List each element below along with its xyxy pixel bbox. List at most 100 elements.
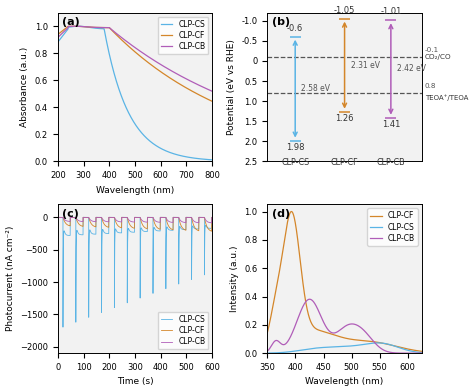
CLP-CB [63, 218, 69, 223]
Text: (b): (b) [272, 17, 290, 27]
Y-axis label: Potential (eV vs RHE): Potential (eV vs RHE) [227, 39, 236, 135]
CLP-CF [398, 345, 403, 350]
CLP-CB [264, 349, 270, 354]
Text: CLP-CF: CLP-CF [331, 158, 358, 167]
CLP-CF [363, 339, 369, 343]
Y-axis label: Absorbance (a.u.): Absorbance (a.u.) [20, 47, 29, 127]
CLP-CF [95, 215, 100, 220]
Legend: CLP-CF, CLP-CS, CLP-CB: CLP-CF, CLP-CS, CLP-CB [367, 208, 418, 246]
CLP-CF [355, 338, 360, 342]
CLP-CB [355, 323, 360, 328]
Y-axis label: Photocurrent (nA cm⁻²): Photocurrent (nA cm⁻²) [6, 226, 15, 332]
CLP-CS [363, 342, 369, 347]
CLP-CF [210, 215, 215, 220]
CLP-CF [419, 349, 425, 354]
CLP-CS [419, 350, 425, 355]
CLP-CF [63, 221, 69, 226]
CLP-CB [307, 297, 312, 301]
CLP-CF [122, 40, 128, 45]
CLP-CS [122, 102, 128, 107]
CLP-CS [75, 24, 81, 29]
CLP-CS [95, 215, 100, 220]
CLP-CS [60, 325, 66, 330]
CLP-CS [136, 215, 142, 220]
CLP-CB [136, 48, 142, 53]
CLP-CS [264, 351, 270, 356]
CLP-CB [149, 215, 155, 220]
Line: CLP-CF: CLP-CF [58, 218, 212, 231]
CLP-CF [78, 223, 83, 228]
CLP-CB [210, 89, 215, 94]
Line: CLP-CB: CLP-CB [58, 218, 212, 223]
Text: -0.1: -0.1 [425, 47, 439, 53]
Line: CLP-CS: CLP-CS [58, 218, 212, 327]
Y-axis label: Intensity (a.u.): Intensity (a.u.) [230, 245, 239, 312]
CLP-CS [81, 24, 87, 29]
CLP-CF [71, 24, 76, 29]
CLP-CS [63, 232, 69, 237]
CLP-CF [358, 338, 364, 343]
Line: CLP-CS: CLP-CS [267, 343, 422, 353]
CLP-CB [363, 330, 369, 335]
Text: TEOA⁺/TEOA: TEOA⁺/TEOA [425, 94, 468, 101]
CLP-CB [75, 24, 81, 29]
X-axis label: Wavelength (nm): Wavelength (nm) [305, 377, 383, 387]
Text: 2.31 eV: 2.31 eV [351, 61, 380, 70]
CLP-CB [210, 215, 215, 220]
Line: CLP-CB: CLP-CB [58, 26, 212, 91]
Text: 1.41: 1.41 [382, 120, 400, 129]
CLP-CB [107, 26, 113, 31]
CLP-CF [274, 283, 280, 287]
CLP-CS [210, 215, 215, 220]
CLP-CF [264, 330, 270, 335]
CLP-CS [398, 346, 403, 350]
CLP-CS [274, 350, 280, 355]
Text: (d): (d) [272, 209, 290, 219]
CLP-CB [358, 326, 364, 330]
CLP-CS [210, 158, 215, 162]
CLP-CF [149, 215, 155, 220]
Legend: CLP-CS, CLP-CF, CLP-CB: CLP-CS, CLP-CF, CLP-CB [157, 16, 208, 54]
CLP-CF [81, 24, 87, 29]
CLP-CB [122, 38, 128, 42]
CLP-CF [136, 215, 142, 220]
Text: (a): (a) [63, 17, 80, 27]
Text: 0.8: 0.8 [425, 83, 436, 89]
CLP-CS [55, 40, 61, 44]
CLP-CS [382, 341, 387, 346]
CLP-CS [139, 131, 145, 136]
Text: 2.42 eV: 2.42 eV [397, 64, 426, 73]
CLP-CB [81, 24, 87, 29]
Text: (c): (c) [63, 209, 79, 219]
CLP-CS [75, 24, 81, 29]
Text: 1.26: 1.26 [335, 114, 354, 123]
CLP-CB [139, 50, 145, 55]
CLP-CS [375, 341, 381, 345]
CLP-CF [210, 99, 215, 103]
Text: -1.01: -1.01 [380, 7, 401, 16]
CLP-CB [134, 215, 140, 220]
CLP-CF [107, 26, 113, 31]
CLP-CB [274, 338, 280, 343]
Text: CLP-CB: CLP-CB [376, 158, 405, 167]
CLP-CS [149, 215, 155, 220]
CLP-CS [55, 215, 61, 220]
CLP-CF [382, 341, 387, 346]
CLP-CS [78, 232, 83, 237]
CLP-CF [209, 229, 214, 234]
CLP-CS [107, 54, 113, 59]
X-axis label: Time (s): Time (s) [117, 377, 153, 387]
CLP-CB [95, 215, 100, 220]
CLP-CF [55, 215, 61, 220]
CLP-CF [75, 24, 81, 29]
Line: CLP-CB: CLP-CB [267, 299, 422, 353]
CLP-CB [78, 219, 83, 224]
CLP-CB [209, 220, 214, 225]
X-axis label: Wavelength (nm): Wavelength (nm) [96, 186, 174, 195]
CLP-CF [136, 53, 142, 58]
CLP-CB [136, 215, 142, 220]
CLP-CB [398, 351, 403, 356]
Text: 2.58 eV: 2.58 eV [301, 84, 330, 93]
CLP-CB [55, 215, 61, 220]
CLP-CS [354, 343, 360, 348]
